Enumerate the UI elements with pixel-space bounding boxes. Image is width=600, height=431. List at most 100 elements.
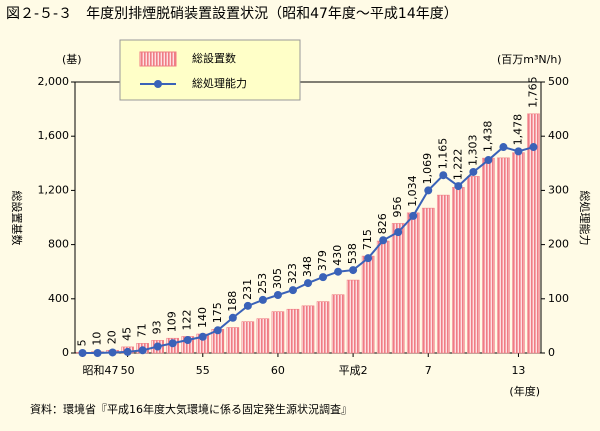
bar (241, 321, 255, 354)
bar (256, 318, 270, 354)
bar (376, 240, 390, 354)
legend-swatch (139, 51, 177, 67)
y2-tick-label: 100 (548, 292, 569, 305)
bar (361, 255, 375, 354)
y2-tick-label: 400 (548, 129, 569, 142)
x-label: (年度) (509, 384, 540, 398)
line-marker (258, 295, 267, 304)
value-label: 826 (376, 213, 389, 234)
chart-title: 図２-５-３ 年度別排煙脱硝装置設置状況（昭和47年度～平成14年度） (6, 6, 458, 22)
value-label: 140 (196, 307, 209, 328)
value-label: 323 (286, 263, 299, 284)
value-label: 348 (301, 256, 314, 277)
value-label: 20 (106, 330, 119, 344)
bar (286, 308, 300, 354)
line-marker (439, 171, 448, 180)
x-tick-label: 13 (511, 364, 525, 377)
line-marker (288, 286, 297, 295)
value-label: 175 (211, 302, 224, 323)
value-label: 5 (76, 339, 89, 346)
line-marker (123, 347, 132, 356)
line-marker (349, 266, 358, 275)
value-label: 253 (256, 273, 269, 294)
value-label: 538 (346, 243, 359, 264)
value-label: 379 (316, 250, 329, 271)
line-marker (78, 349, 87, 357)
line-marker (394, 228, 403, 237)
y-tick-label: 2,000 (38, 75, 70, 88)
line-marker (243, 301, 252, 310)
y-tick-label: 0 (62, 346, 69, 359)
bar (482, 157, 495, 354)
line-marker (409, 211, 418, 220)
bar (346, 279, 360, 354)
legend-marker (154, 80, 162, 88)
line-marker (304, 279, 312, 288)
value-label: 109 (166, 311, 179, 332)
y-label: 総設置基数 (10, 191, 24, 246)
line-marker (183, 335, 192, 344)
bar (271, 311, 285, 354)
bar (421, 207, 435, 354)
value-label: 1,303 (466, 134, 479, 166)
line-marker (334, 267, 343, 276)
bar (452, 187, 465, 354)
value-label: 1,478 (511, 114, 524, 146)
line-marker (499, 143, 508, 152)
line-marker (228, 313, 237, 322)
value-label: 45 (121, 327, 134, 341)
x-tick-label: 55 (196, 364, 210, 377)
legend-label: 総設置数 (192, 51, 236, 65)
value-label: 10 (91, 332, 104, 346)
value-label: 71 (136, 323, 149, 337)
line-marker (93, 349, 102, 357)
bar (391, 223, 405, 354)
bar (497, 157, 510, 354)
value-label: 1,165 (436, 138, 449, 170)
line-marker (529, 143, 538, 152)
line-marker (319, 273, 328, 282)
y2-tick-label: 500 (548, 75, 569, 88)
value-label: 1,438 (481, 121, 494, 153)
y-tick-label: 400 (48, 292, 69, 305)
y2-label: 総処理能力 (578, 191, 592, 246)
line-marker (153, 342, 162, 351)
bar (467, 176, 480, 354)
bar (512, 152, 525, 354)
y2-tick-label: 0 (548, 346, 555, 359)
y-tick-label: 1,600 (38, 129, 70, 142)
line-marker (484, 156, 493, 165)
bar (331, 294, 345, 354)
x-tick-label: 昭和47 (83, 364, 119, 377)
bar (226, 327, 240, 354)
bar (436, 194, 450, 354)
line-marker (469, 167, 478, 176)
line-marker (514, 147, 523, 156)
y2-tick-label: 200 (548, 238, 569, 251)
source: 資料：環境省『平成16年度大気環境に係る固定発生源状況調査』 (30, 402, 352, 416)
line-marker (454, 182, 463, 191)
x-tick-label: 50 (121, 364, 135, 377)
bar (527, 113, 540, 354)
line-marker (198, 332, 207, 341)
line-marker (213, 326, 222, 335)
value-label: 430 (331, 245, 344, 266)
line-marker (168, 339, 177, 348)
value-label: 231 (241, 279, 254, 300)
bar (301, 305, 315, 354)
x-tick-label: 7 (425, 364, 432, 377)
line-marker (364, 254, 373, 263)
value-label: 93 (151, 320, 164, 334)
legend-box (119, 39, 301, 101)
value-label: 1,765 (526, 76, 539, 108)
y2-unit: (百万m³N/h) (497, 53, 562, 66)
value-label: 715 (361, 229, 374, 250)
line-marker (273, 291, 282, 300)
value-label: 956 (391, 196, 404, 217)
value-label: 1,034 (406, 175, 419, 207)
x-tick-label: 60 (271, 364, 285, 377)
value-label: 305 (271, 268, 284, 289)
bar (406, 212, 420, 354)
x-tick-label: 平成2 (339, 364, 368, 377)
legend-label: 総処理能力 (192, 76, 247, 90)
